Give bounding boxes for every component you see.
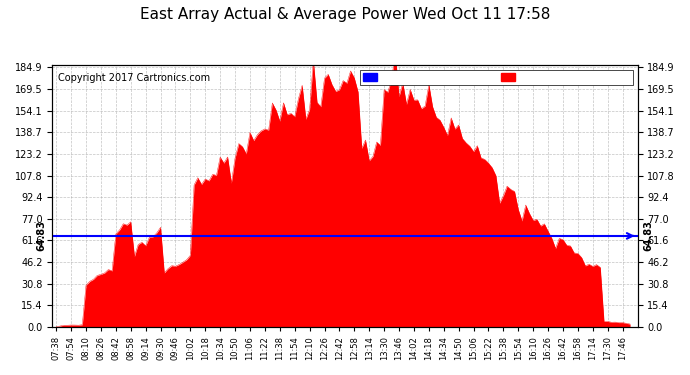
Text: Copyright 2017 Cartronics.com: Copyright 2017 Cartronics.com <box>59 72 210 82</box>
Text: East Array Actual & Average Power Wed Oct 11 17:58: East Array Actual & Average Power Wed Oc… <box>140 8 550 22</box>
Legend: Average  (DC Watts), East Array  (DC Watts): Average (DC Watts), East Array (DC Watts… <box>359 69 633 86</box>
Text: 64.83: 64.83 <box>37 220 47 251</box>
Text: 64.83: 64.83 <box>643 220 653 251</box>
